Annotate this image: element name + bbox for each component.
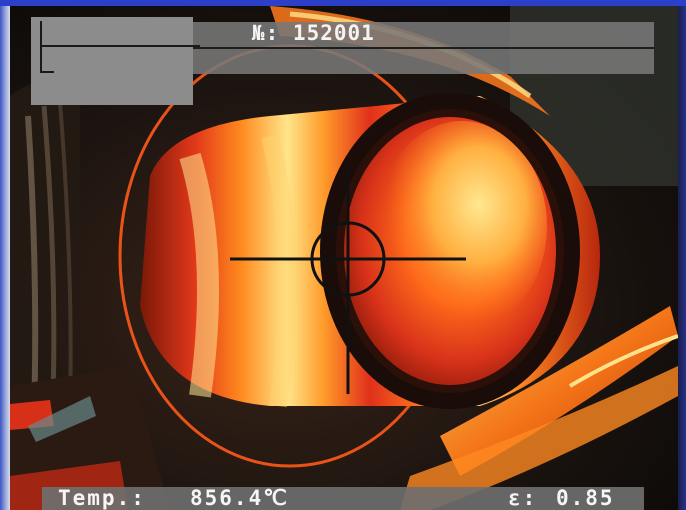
window-title-strip bbox=[0, 0, 686, 6]
camera-serial: №: 152001 bbox=[252, 21, 375, 45]
hud-scale-line bbox=[40, 45, 200, 47]
hud-scale-tick bbox=[40, 21, 42, 73]
window-left-edge bbox=[0, 6, 10, 510]
crosshair-icon bbox=[230, 164, 466, 394]
temp-value: 856.4℃ bbox=[190, 486, 289, 510]
emissivity-value: 0.85 bbox=[556, 486, 615, 510]
temp-label: Temp.: bbox=[58, 486, 146, 510]
hud-scale-tick bbox=[40, 71, 54, 73]
hud-divider-line bbox=[31, 47, 654, 49]
emissivity-label: ε: bbox=[508, 486, 538, 510]
readout-bar bbox=[42, 487, 644, 510]
thermal-image bbox=[10, 6, 678, 510]
hud-info-panel bbox=[31, 17, 200, 105]
window-right-edge bbox=[678, 6, 686, 510]
